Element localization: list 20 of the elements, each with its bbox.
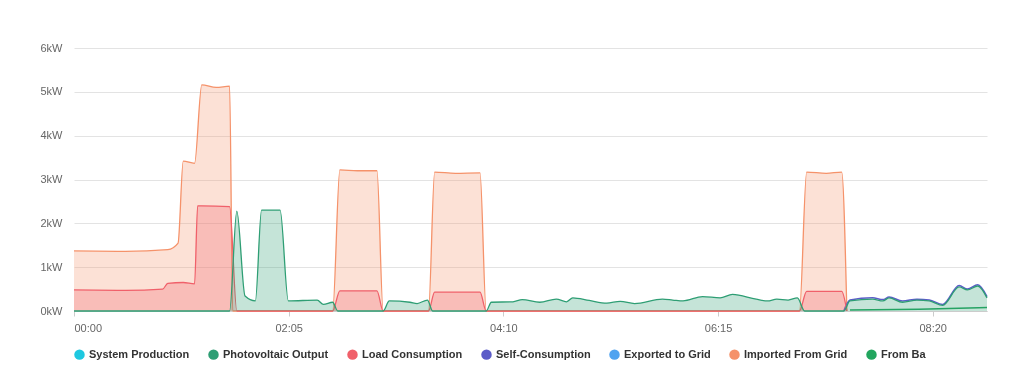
legend-label: Exported to Grid [624, 347, 711, 360]
x-tick-label: 02:05 [275, 321, 303, 334]
y-tick-label: 6kW [40, 41, 64, 54]
x-tick-label: 00:00 [74, 321, 103, 334]
line-series [843, 283, 988, 312]
legend-label: Imported From Grid [744, 347, 848, 360]
x-tick-label: 06:15 [704, 321, 733, 334]
legend-label: Self-Consumption [496, 347, 591, 360]
legend-label: System Production [89, 347, 190, 360]
y-tick-label: 3kW [40, 173, 64, 185]
x-tick-label: 08:20 [919, 321, 947, 334]
y-tick-label: 0kW [40, 304, 64, 317]
y-tick-label: 1kW [40, 260, 64, 273]
legend-label: From Ba [881, 347, 927, 360]
x-tick-label: 04:10 [490, 321, 518, 334]
y-tick-label: 5kW [40, 85, 64, 98]
y-tick-label: 2kW [40, 216, 64, 229]
legend-label: Load Consumption [362, 347, 463, 360]
y-tick-label: 4kW [40, 129, 64, 142]
legend-label: Photovoltaic Output [223, 347, 329, 360]
